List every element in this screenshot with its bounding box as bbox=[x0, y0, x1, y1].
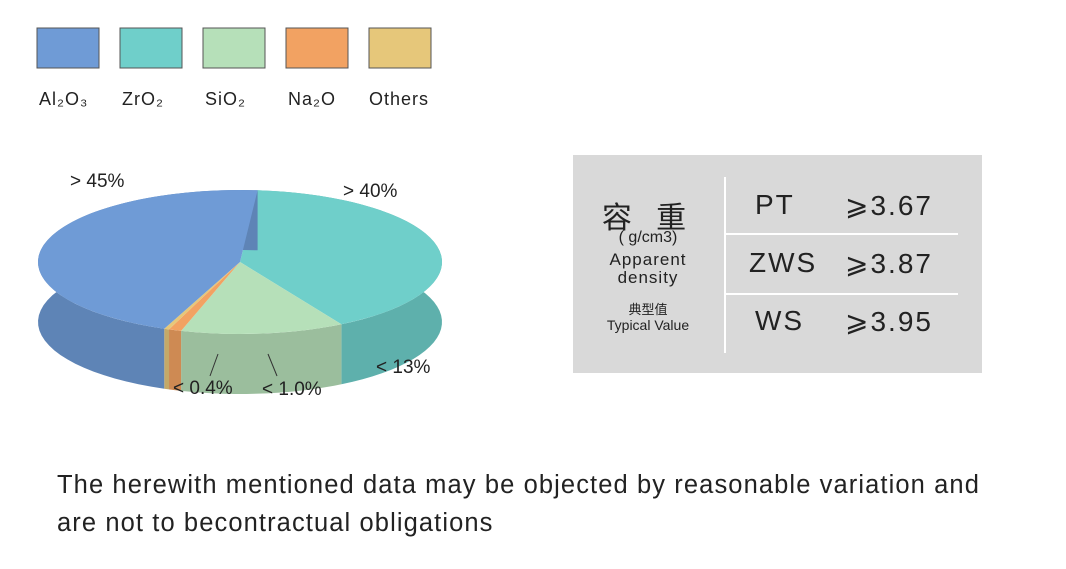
pie-slice bbox=[240, 190, 442, 385]
table-label-cn: 典型值 bbox=[628, 302, 668, 317]
legend-swatch bbox=[119, 27, 183, 69]
data-label: < 13% bbox=[376, 357, 431, 378]
table-title: 容 重 bbox=[601, 202, 695, 235]
slice-top bbox=[37, 190, 258, 329]
divider bbox=[724, 177, 726, 353]
density-value: ⩾3.67 bbox=[845, 190, 933, 221]
disclaimer: The herewith mentioned data may be objec… bbox=[57, 471, 980, 537]
density-value: ⩾3.87 bbox=[845, 248, 933, 279]
table-unit: ( g/cm3) bbox=[618, 229, 678, 246]
grade: PT bbox=[755, 189, 795, 220]
legend-label: Others bbox=[369, 89, 429, 109]
data-label: < 0.4% bbox=[173, 378, 233, 399]
legend-label: ZrO₂ bbox=[122, 89, 164, 109]
table-label: Apparent density bbox=[609, 250, 687, 287]
slice-top bbox=[181, 262, 342, 335]
data-label: < 1.0% bbox=[262, 379, 322, 400]
legend-swatch bbox=[202, 27, 266, 69]
leader-line bbox=[209, 353, 219, 377]
divider bbox=[726, 293, 958, 295]
legend-label: Al₂O₃ bbox=[39, 89, 88, 109]
legend-swatch bbox=[36, 27, 100, 69]
legend-swatch bbox=[285, 27, 349, 69]
legend-label: Na₂O bbox=[288, 89, 336, 109]
chart: Al₂O₃ ZrO₂ SiO₂ Na₂O Others > 45% > 40% < 13% < … bbox=[36, 27, 442, 400]
density-value: ⩾3.95 bbox=[845, 306, 933, 337]
leader-line bbox=[267, 353, 278, 377]
legend-swatch bbox=[368, 27, 432, 69]
legend-label: SiO₂ bbox=[205, 89, 246, 109]
slice-top bbox=[164, 262, 240, 330]
density-table: 容 重 ( g/cm3) Apparent density 典型值 Typica… bbox=[573, 155, 982, 373]
table-label-en: Typical Value bbox=[606, 317, 690, 333]
divider bbox=[726, 233, 958, 235]
slice-side bbox=[169, 329, 182, 391]
grade: WS bbox=[755, 305, 805, 336]
slice-side bbox=[164, 328, 170, 390]
data-label: > 40% bbox=[343, 181, 398, 202]
pie-slice bbox=[169, 262, 240, 391]
slice-side bbox=[181, 324, 342, 394]
data-label: > 45% bbox=[70, 171, 125, 192]
slice-top bbox=[240, 190, 442, 325]
pie-slice bbox=[37, 190, 258, 389]
pie-slice bbox=[181, 262, 342, 394]
grade: ZWS bbox=[749, 247, 818, 278]
pie-slice bbox=[164, 262, 240, 390]
slice-top bbox=[169, 262, 240, 331]
